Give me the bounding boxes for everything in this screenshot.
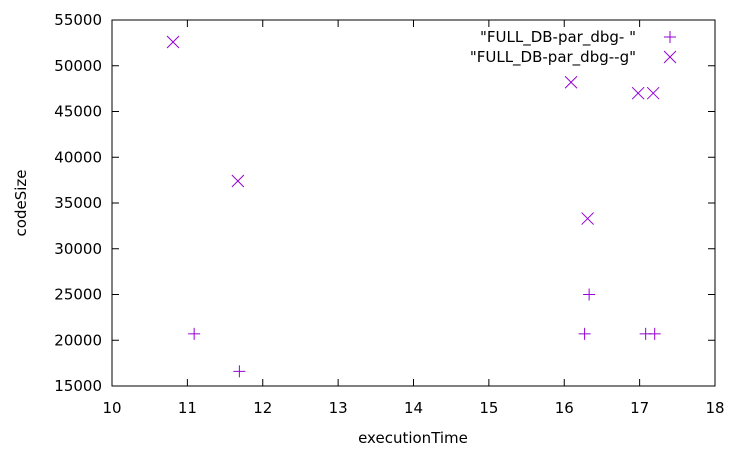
data-point-1 <box>578 327 591 340</box>
x-tick-label: 15 <box>479 399 498 417</box>
data-point-2 <box>166 35 180 49</box>
x-tick-label: 14 <box>404 399 423 417</box>
data-point-1 <box>648 327 661 340</box>
y-tick-label: 35000 <box>54 194 102 212</box>
x-tick-label: 11 <box>178 399 197 417</box>
axis-ticks <box>111 19 716 387</box>
data-point-2 <box>581 212 594 225</box>
legend: "FULL_DB-par_dbg- ""FULL_DB-par_dbg--g" <box>470 28 677 67</box>
y-tick-label: 45000 <box>54 103 102 121</box>
x-tick-label: 12 <box>253 399 272 417</box>
legend-label: "FULL_DB-par_dbg--g" <box>470 48 636 67</box>
y-axis-title: codeSize <box>12 170 30 237</box>
data-point-2 <box>564 75 578 89</box>
data-point-2 <box>646 86 660 100</box>
x-axis-title: executionTime <box>358 429 468 447</box>
legend-marker-2 <box>663 50 677 64</box>
data-point-2 <box>631 86 645 100</box>
x-tick-label: 17 <box>630 399 649 417</box>
data-point-1 <box>188 327 201 340</box>
y-tick-label: 50000 <box>54 57 102 75</box>
legend-label: "FULL_DB-par_dbg- " <box>480 28 636 47</box>
y-tick-label: 30000 <box>54 240 102 258</box>
legend-marker-1 <box>664 31 676 43</box>
x-tick-label: 18 <box>705 399 724 417</box>
data-points <box>166 35 661 378</box>
x-tick-label: 13 <box>329 399 348 417</box>
data-point-1 <box>233 365 246 378</box>
y-tick-label: 25000 <box>54 286 102 304</box>
y-tick-label: 15000 <box>54 377 102 395</box>
axis-tick-labels: 10 11 12 13 14 15 16 17 18 15000 20000 25000 30000 35… <box>54 11 724 417</box>
y-tick-label: 20000 <box>54 331 102 349</box>
y-tick-label: 55000 <box>54 11 102 29</box>
plot-frame <box>111 19 716 387</box>
x-tick-label: 10 <box>102 399 121 417</box>
x-tick-label: 16 <box>555 399 574 417</box>
y-tick-label: 40000 <box>54 148 102 166</box>
data-point-2 <box>231 174 245 188</box>
data-point-1 <box>583 288 596 301</box>
